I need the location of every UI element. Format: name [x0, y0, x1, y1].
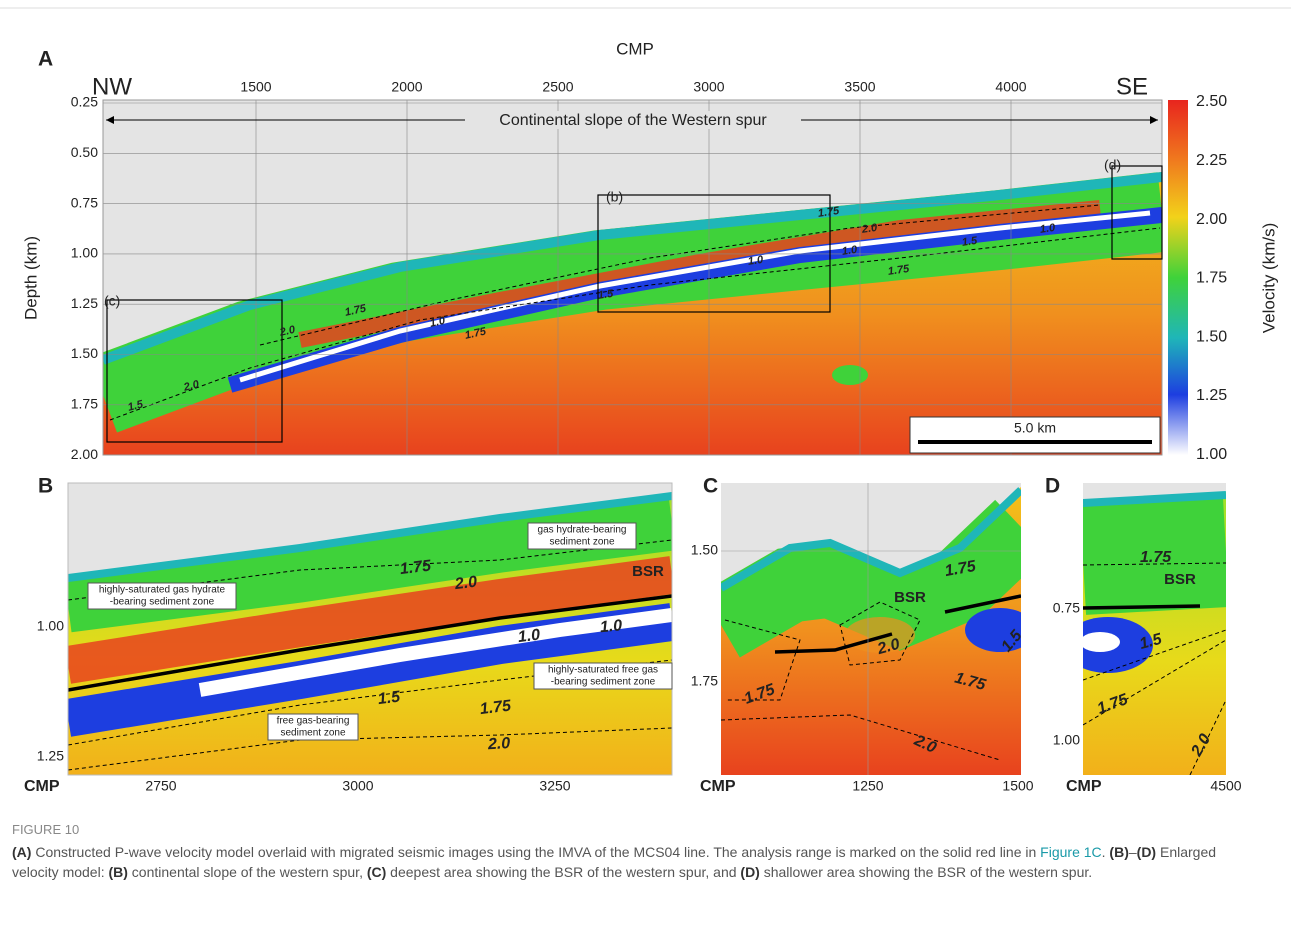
y-tick-label: 1.00	[71, 245, 98, 261]
zone-label: free gas-bearing	[277, 716, 350, 727]
box-label: (c)	[104, 293, 120, 309]
y-tick-label: 1.50	[71, 345, 98, 361]
y-tick-label: 1.75	[71, 396, 98, 412]
colorbar-tick-label: 1.50	[1196, 328, 1227, 345]
x-axis-title: CMP	[616, 39, 654, 58]
colorbar-tick-label: 1.25	[1196, 387, 1227, 404]
caption-text: (D)	[1137, 844, 1156, 860]
y-tick-label: 1.50	[691, 542, 718, 558]
figure-link[interactable]: Figure 1C	[1040, 844, 1101, 860]
x-tick-label: 3500	[844, 79, 875, 95]
x-axis-title: CMP	[700, 778, 736, 795]
bsr-label: BSR	[894, 589, 926, 606]
x-tick-label: 1500	[1002, 778, 1033, 794]
caption-text: (C)	[367, 864, 386, 880]
colorbar-tick-label: 1.00	[1196, 446, 1227, 463]
caption-label: FIGURE 10	[12, 820, 1262, 840]
contour-label: 1.0	[1039, 222, 1057, 236]
y-tick-label: 0.75	[71, 194, 98, 210]
caption-text: Constructed P-wave velocity model overla…	[31, 844, 1040, 860]
zone-label: sediment zone	[549, 537, 614, 548]
scale-label: 5.0 km	[1014, 420, 1056, 436]
caption-text: continental slope of the western spur,	[128, 864, 367, 880]
x-tick-label: 3000	[342, 778, 373, 794]
colorbar-tick-label: 2.25	[1196, 152, 1227, 169]
zone-label: highly-saturated free gas	[548, 665, 658, 676]
panel-label: D	[1045, 475, 1060, 498]
caption-text: (D)	[740, 864, 759, 880]
zone-label: highly-saturated gas hydrate	[99, 585, 226, 596]
x-tick-label: 3250	[539, 778, 570, 794]
panel-label: A	[38, 48, 53, 71]
panel-label: B	[38, 475, 53, 498]
x-tick-label: 4000	[995, 79, 1026, 95]
y-tick-label: 0.75	[1053, 600, 1080, 616]
caption-text: (A)	[12, 844, 31, 860]
box-label: (d)	[1104, 157, 1121, 173]
end-label: NW	[92, 73, 132, 100]
y-tick-label: 1.00	[1053, 732, 1080, 748]
x-tick-label: 2500	[542, 79, 573, 95]
zone-label: -bearing sediment zone	[110, 597, 215, 608]
contour-label: 1.0	[599, 617, 623, 636]
zone-label: -bearing sediment zone	[551, 677, 656, 688]
y-tick-label: 1.25	[71, 295, 98, 311]
colorbar-tick-label: 2.50	[1196, 93, 1227, 110]
contour-label: 2.0	[453, 574, 478, 594]
x-tick-label: 1500	[240, 79, 271, 95]
contour-label: 1.5	[597, 288, 615, 302]
y-tick-label: 2.00	[71, 446, 98, 462]
x-tick-label: 1250	[852, 778, 883, 794]
y-tick-label: 1.25	[37, 748, 64, 764]
contour-label: 1.5	[377, 688, 402, 708]
colorbar-tick-label: 1.75	[1196, 270, 1227, 287]
panel-label: C	[703, 475, 718, 498]
x-tick-label: 3000	[693, 79, 724, 95]
contour-label: 1.0	[841, 244, 859, 258]
colorbar-tick-label: 2.00	[1196, 211, 1227, 228]
caption: FIGURE 10 (A) Constructed P-wave velocity…	[12, 820, 1262, 882]
panel-c-image	[721, 483, 1035, 775]
caption-text: shallower area showing the BSR of the we…	[760, 864, 1092, 880]
y-tick-label: 0.50	[71, 144, 98, 160]
colorbar-title: Velocity (km/s)	[1259, 223, 1278, 334]
figure: (b) (c) (d) Continental slope of the Wes…	[0, 0, 1291, 810]
x-axis-title: CMP	[24, 778, 60, 795]
y-tick-label: 1.75	[691, 673, 718, 689]
contour-label: 2.0	[860, 222, 879, 236]
contour-label: 1.0	[747, 254, 765, 268]
bsr-label: BSR	[1164, 571, 1196, 588]
caption-text: (B)	[1109, 844, 1128, 860]
contour-label: 1.0	[517, 627, 541, 647]
contour-label: 1.75	[1140, 549, 1172, 566]
caption-text: –	[1129, 844, 1137, 860]
panel-d-image	[1063, 483, 1226, 775]
y-tick-label: 1.00	[37, 618, 64, 634]
bsr-label: BSR	[632, 563, 664, 580]
x-tick-label: 4500	[1210, 778, 1241, 794]
y-tick-label: 0.25	[71, 94, 98, 110]
x-axis-title: CMP	[1066, 778, 1102, 795]
box-label: (b)	[606, 189, 623, 205]
contour-label: 1.5	[961, 235, 979, 249]
x-tick-label: 2750	[145, 778, 176, 794]
contour-label: 2.0	[487, 735, 511, 753]
zone-label: gas hydrate-bearing	[538, 525, 627, 536]
zone-label: sediment zone	[280, 728, 345, 739]
y-axis-title: Depth (km)	[21, 236, 40, 320]
page: (b) (c) (d) Continental slope of the Wes…	[0, 0, 1291, 936]
end-label: SE	[1116, 73, 1148, 100]
colorbar	[1168, 100, 1188, 455]
span-label: Continental slope of the Western spur	[499, 112, 767, 129]
caption-text: (B)	[108, 864, 127, 880]
caption-text: deepest area showing the BSR of the west…	[386, 864, 740, 880]
x-tick-label: 2000	[391, 79, 422, 95]
